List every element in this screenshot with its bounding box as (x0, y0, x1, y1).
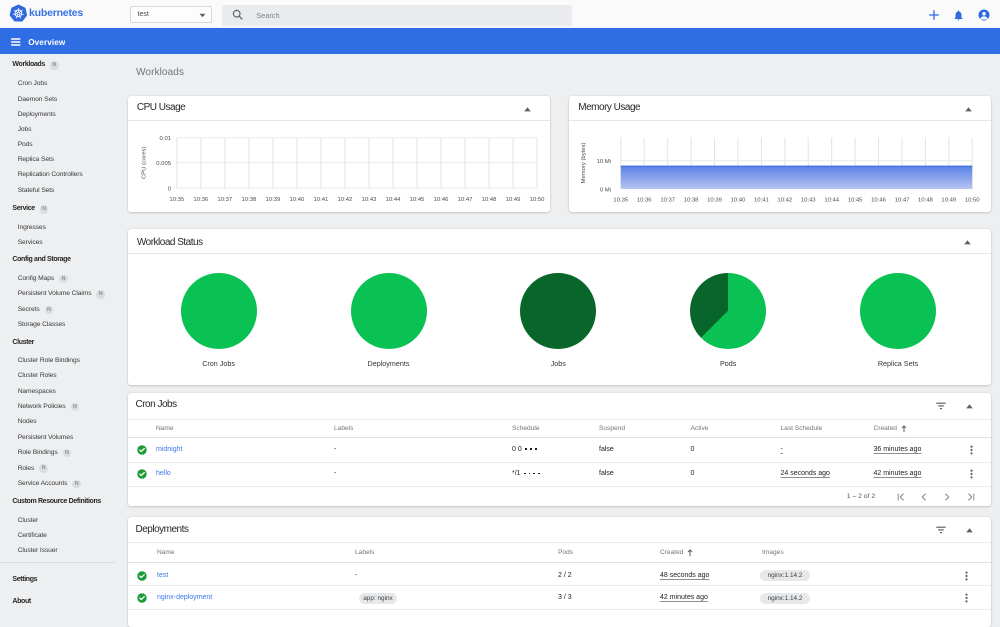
svg-text:10:35: 10:35 (169, 198, 184, 204)
svg-text:0.01: 0.01 (160, 136, 171, 142)
svg-text:10:49: 10:49 (942, 198, 957, 204)
svg-text:Memory (bytes): Memory (bytes) (581, 143, 587, 184)
svg-text:10:42: 10:42 (778, 198, 793, 204)
svg-text:10:50: 10:50 (965, 198, 980, 204)
svg-text:10:39: 10:39 (266, 198, 281, 204)
svg-text:10:40: 10:40 (290, 198, 305, 204)
svg-text:CPU (cores): CPU (cores) (142, 147, 148, 179)
svg-text:10:44: 10:44 (825, 198, 840, 204)
svg-text:10:47: 10:47 (458, 198, 473, 204)
svg-text:10:38: 10:38 (684, 198, 699, 204)
svg-text:10:48: 10:48 (918, 198, 933, 204)
svg-text:10:41: 10:41 (754, 198, 769, 204)
svg-text:10:37: 10:37 (661, 198, 676, 204)
svg-text:10 Mi: 10 Mi (597, 159, 611, 165)
svg-text:10:48: 10:48 (482, 198, 497, 204)
svg-text:10:46: 10:46 (872, 198, 887, 204)
svg-text:10:49: 10:49 (506, 198, 521, 204)
svg-text:10:36: 10:36 (193, 198, 208, 204)
svg-text:10:41: 10:41 (314, 198, 329, 204)
svg-text:10:37: 10:37 (217, 198, 232, 204)
svg-text:10:44: 10:44 (386, 198, 401, 204)
svg-text:0: 0 (168, 187, 172, 193)
svg-text:10:45: 10:45 (848, 198, 863, 204)
svg-text:10:36: 10:36 (637, 198, 652, 204)
svg-text:10:43: 10:43 (801, 198, 816, 204)
svg-text:10:43: 10:43 (362, 198, 377, 204)
svg-text:10:39: 10:39 (708, 198, 723, 204)
svg-text:10:38: 10:38 (242, 198, 257, 204)
svg-text:0.005: 0.005 (156, 161, 171, 167)
svg-text:10:46: 10:46 (434, 198, 449, 204)
svg-text:10:35: 10:35 (614, 198, 629, 204)
svg-text:0 Mi: 0 Mi (600, 188, 611, 194)
svg-text:10:50: 10:50 (530, 198, 545, 204)
svg-text:10:42: 10:42 (338, 198, 353, 204)
svg-text:10:47: 10:47 (895, 198, 910, 204)
svg-text:10:40: 10:40 (731, 198, 746, 204)
svg-text:10:45: 10:45 (410, 198, 425, 204)
